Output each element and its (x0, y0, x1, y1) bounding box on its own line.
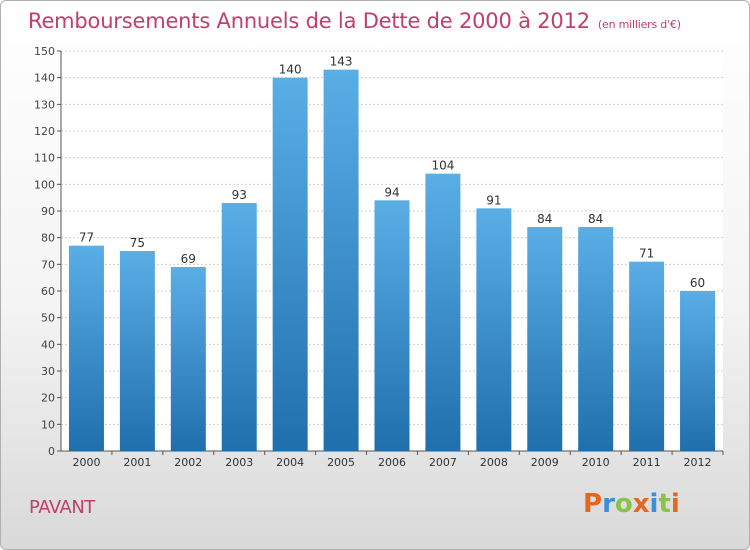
x-tick-label: 2002 (174, 456, 202, 469)
y-tick-label: 40 (41, 338, 55, 351)
commune-name: PAVANT (29, 497, 95, 518)
y-tick-label: 150 (34, 45, 55, 58)
logo-letter: x (632, 489, 650, 519)
data-label: 71 (639, 247, 654, 261)
data-label: 69 (181, 252, 196, 266)
bar (221, 203, 257, 451)
x-tick-label: 2005 (327, 456, 355, 469)
x-tick-label: 2006 (378, 456, 406, 469)
y-tick-label: 60 (41, 285, 55, 298)
bar (323, 69, 359, 452)
x-tick-label: 2001 (123, 456, 151, 469)
data-label: 75 (130, 236, 145, 250)
logo-letter: P (583, 489, 603, 519)
proxiti-logo: Proxiti (583, 489, 680, 519)
logo-letter: i (670, 489, 680, 519)
x-tick-label: 2011 (633, 456, 661, 469)
data-label: 140 (279, 63, 302, 77)
bar (680, 291, 716, 451)
y-tick-label: 20 (41, 392, 55, 405)
x-tick-label: 2009 (531, 456, 559, 469)
bar (170, 267, 206, 451)
bar (425, 173, 461, 451)
y-tick-label: 130 (34, 98, 55, 111)
data-label: 143 (330, 55, 353, 69)
x-tick-label: 2004 (276, 456, 304, 469)
x-tick-label: 2003 (225, 456, 253, 469)
y-tick-label: 50 (41, 312, 55, 325)
y-tick-label: 110 (34, 152, 55, 165)
y-tick-label: 100 (34, 178, 55, 191)
y-tick-label: 0 (48, 445, 55, 458)
y-tick-label: 10 (41, 418, 55, 431)
logo-letter: r (602, 489, 615, 519)
y-tick-label: 30 (41, 365, 55, 378)
logo-letter: o (614, 489, 633, 519)
logo-letter: t (658, 489, 671, 519)
y-tick-label: 90 (41, 205, 55, 218)
bar (68, 245, 104, 451)
data-label: 84 (588, 212, 603, 226)
data-label: 104 (431, 159, 454, 173)
y-tick-label: 70 (41, 258, 55, 271)
chart-title: Remboursements Annuels de la Dette de 20… (28, 9, 681, 33)
x-tick-label: 2007 (429, 456, 457, 469)
title-text: Remboursements Annuels de la Dette de 20… (28, 9, 590, 33)
chart-subtitle: (en milliers d'€) (597, 18, 681, 31)
data-label: 77 (79, 231, 94, 245)
data-label: 94 (384, 185, 399, 199)
data-label: 84 (537, 212, 552, 226)
bar (578, 227, 614, 451)
x-tick-label: 2012 (684, 456, 712, 469)
bar (272, 77, 308, 452)
bar (374, 200, 410, 451)
data-label: 91 (486, 193, 501, 207)
bar (476, 208, 512, 451)
y-tick-label: 140 (34, 72, 55, 85)
x-tick-label: 2000 (72, 456, 100, 469)
y-tick-label: 120 (34, 125, 55, 138)
x-tick-label: 2008 (480, 456, 508, 469)
logo-letter: i (649, 489, 659, 519)
data-label: 60 (690, 276, 705, 290)
bar (119, 251, 155, 451)
bar (629, 261, 665, 451)
bar (527, 227, 563, 451)
y-tick-label: 80 (41, 232, 55, 245)
x-tick-label: 2010 (582, 456, 610, 469)
data-label: 93 (232, 188, 247, 202)
